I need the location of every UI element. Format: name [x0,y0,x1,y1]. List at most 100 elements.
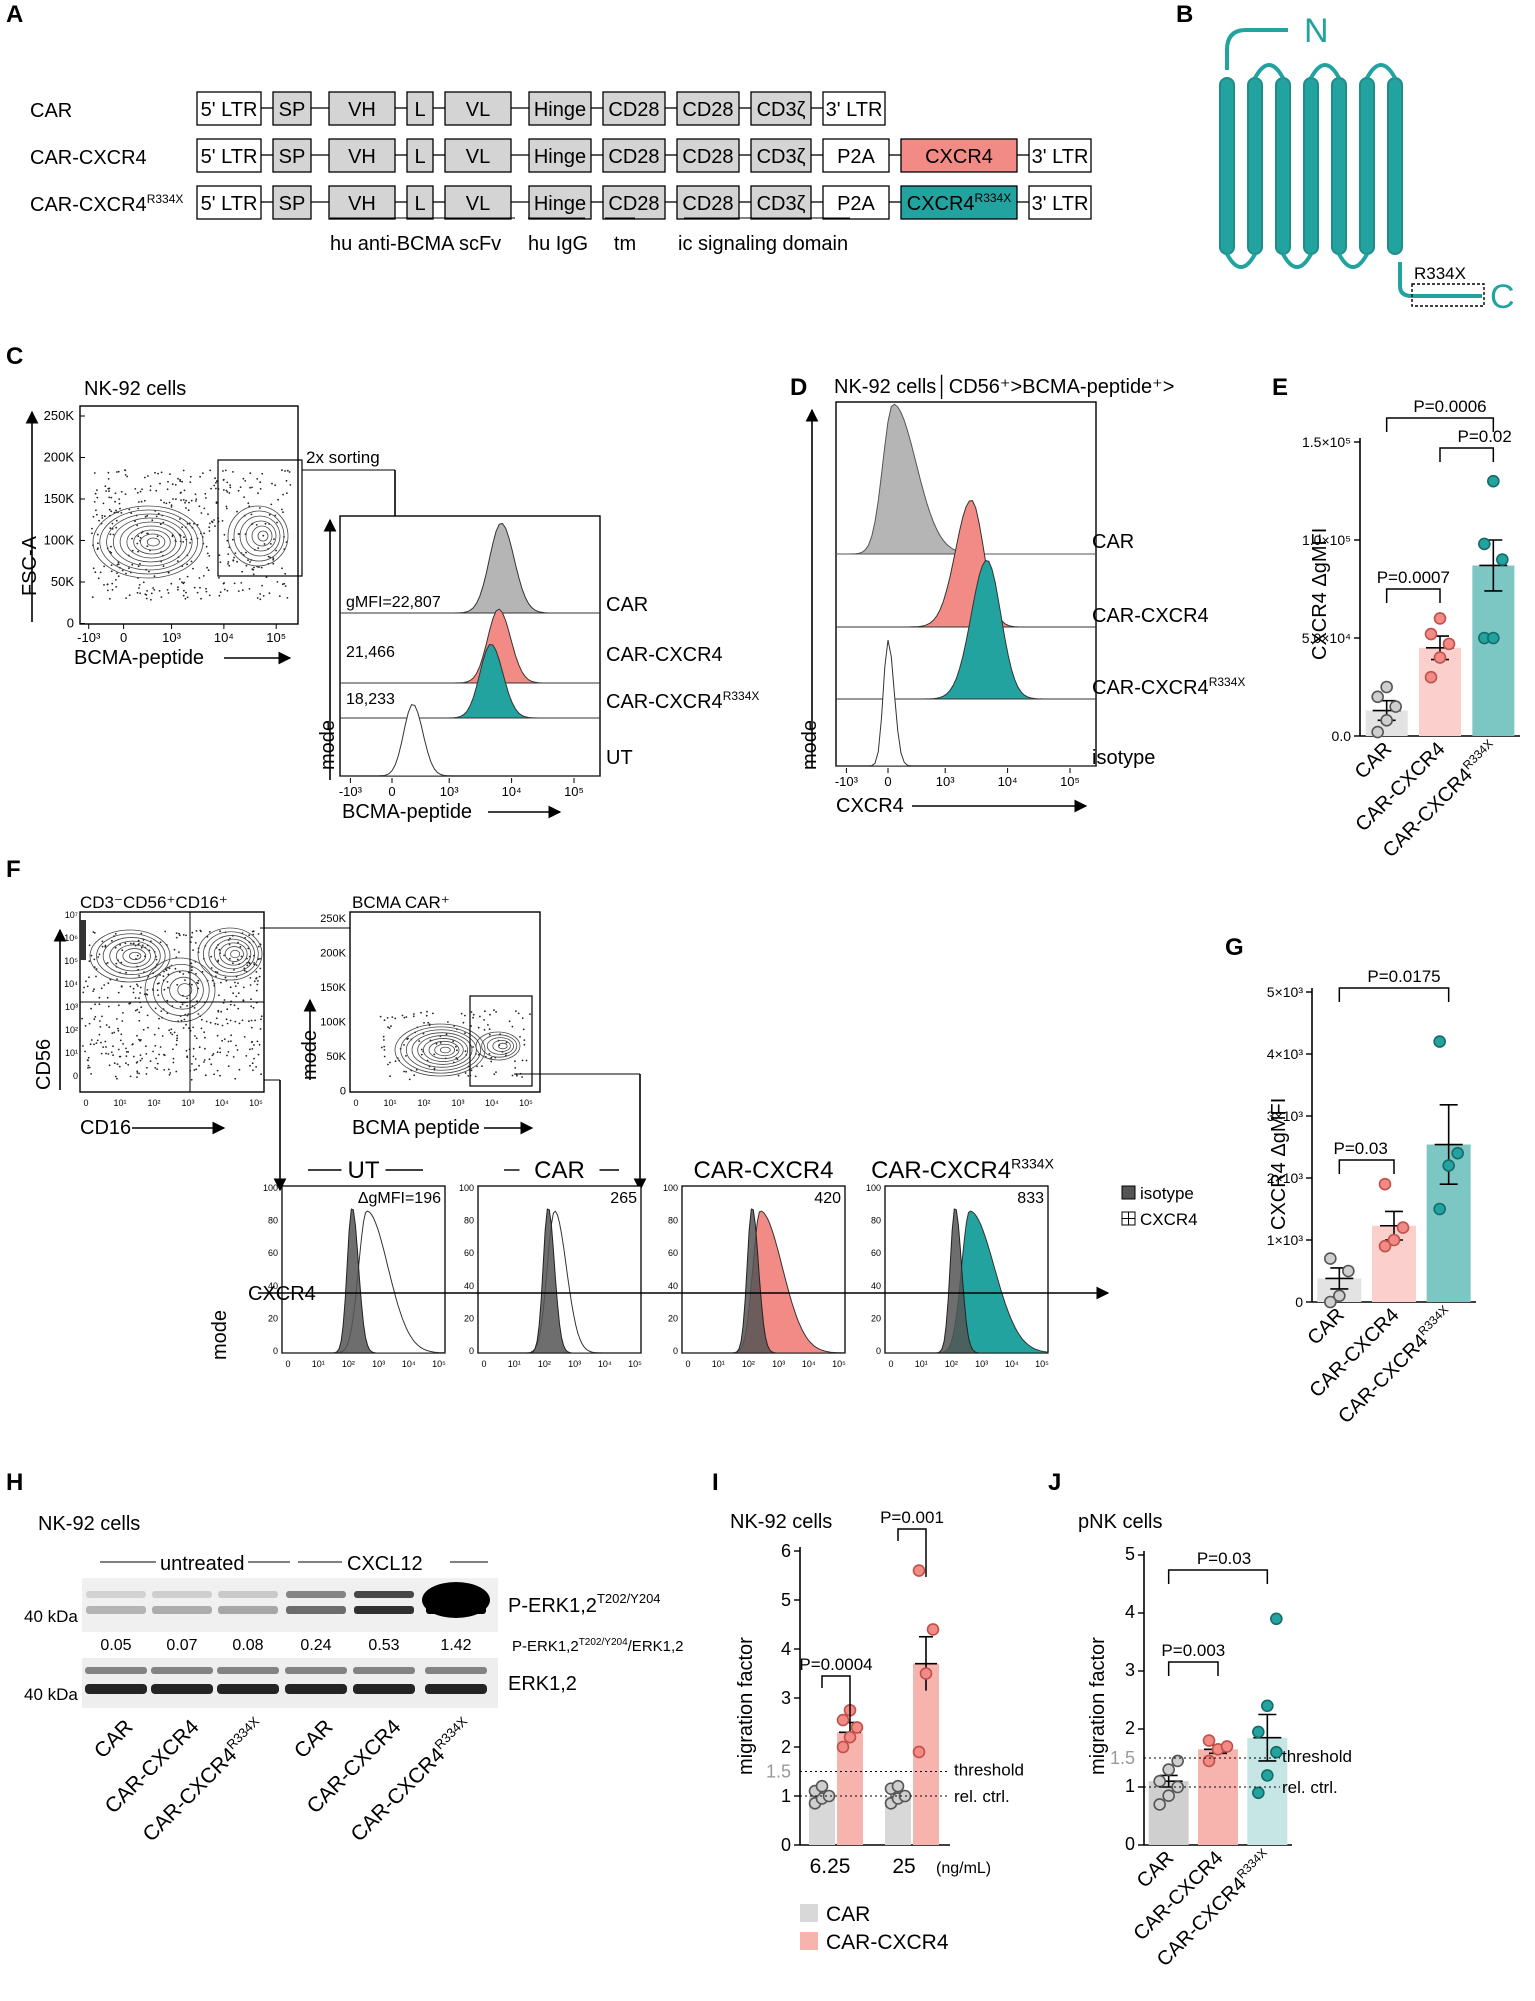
event-dot [190,499,193,502]
event-dot [93,988,95,991]
data-point [1442,637,1456,651]
event-dot [94,1016,97,1018]
event-dot [521,1059,524,1062]
event-dot [194,1035,196,1037]
event-dot [219,1047,221,1050]
element-label: VH [348,146,376,168]
perk-band-lower [286,1606,346,1614]
event-dot [214,1022,217,1025]
event-dot [91,596,94,599]
event-dot [408,1078,411,1081]
h-ratio: 1.42 [440,1637,471,1654]
event-dot [246,964,249,967]
event-dot [289,484,292,486]
f-xtick: 10¹ [312,1359,325,1369]
f-hist-title: CAR-CXCR4R334X [871,1155,1054,1184]
event-dot [122,1012,124,1014]
data-point [1270,1745,1283,1759]
event-dot [138,1011,141,1014]
c-row-label: CAR [606,594,648,616]
event-dot [470,1069,473,1072]
event-dot [222,470,224,472]
event-dot [134,520,136,523]
data-point [1433,651,1447,664]
event-dot [147,1026,149,1029]
data-point [1252,1725,1265,1739]
event-dot [257,1053,260,1056]
data-point [1487,474,1500,488]
event-dot [193,586,196,589]
event-dot [413,1013,415,1015]
event-dot [81,1017,83,1020]
event-dot [281,583,284,586]
event-dot [271,482,273,485]
event-dot [237,590,240,592]
construct-element [900,185,1018,220]
event-dot [101,517,104,519]
contour-line [99,509,198,575]
event-dot [203,532,206,535]
event-dot [120,985,123,987]
event-dot [186,1005,189,1007]
event-dot [157,994,160,996]
y-tick-label: 3×10³ [1267,1108,1304,1124]
c-row-label: UT [606,747,633,769]
event-dot [225,505,228,508]
event-dot [176,1034,179,1037]
event-dot [255,971,258,973]
contour-line [144,957,216,1023]
event-dot [107,982,110,985]
event-dot [228,943,231,946]
event-dot [190,1078,193,1081]
event-dot [84,1050,86,1053]
event-dot [252,933,255,936]
event-dot [110,496,113,499]
event-dot [108,508,111,511]
event-dot [214,477,217,480]
event-dot [86,985,89,988]
contour-line [169,976,199,1004]
event-dot [199,929,202,932]
significance-bracket [1338,987,1450,1002]
event-dot [252,568,255,571]
event-dot [229,957,231,960]
erk-band-lower [285,1684,347,1694]
construct-element [602,138,666,173]
event-dot [233,556,236,559]
data-point [1202,1734,1216,1747]
event-dot [140,932,143,935]
event-dot [112,1054,114,1057]
event-dot [274,484,276,487]
d-row-label: CAR-CXCR4R334X [1092,675,1245,699]
event-dot [92,931,95,933]
f1-ytick: 0 [73,1071,78,1081]
f-xtick: 10¹ [508,1359,521,1369]
event-dot [111,939,113,942]
f1-ytick: 10⁶ [64,933,78,943]
f-ytick: 20 [668,1313,678,1323]
event-dot [218,554,221,556]
event-dot [256,1040,259,1043]
contour-line [230,949,241,959]
f-gate2-y: mode [299,1030,321,1080]
event-dot [205,545,208,548]
event-dot [203,1059,206,1061]
event-dot [182,1027,185,1029]
event-dot [145,993,148,995]
event-dot [96,1039,99,1042]
f-ytick: 40 [464,1281,474,1291]
event-dot [249,472,252,475]
event-dot [100,1052,103,1055]
data-point [1396,1221,1410,1234]
event-dot [190,936,193,939]
f-isotype-histogram [478,1208,641,1354]
significance-bracket [821,1675,851,1724]
f-ytick: 100 [263,1183,278,1193]
event-dot [149,1060,152,1063]
x-category-label: 6.25 [810,1855,851,1878]
event-dot [136,542,139,545]
f2-xtick: 10² [417,1098,430,1108]
event-dot [162,521,165,524]
event-dot [172,1061,175,1064]
event-dot [99,1025,102,1028]
